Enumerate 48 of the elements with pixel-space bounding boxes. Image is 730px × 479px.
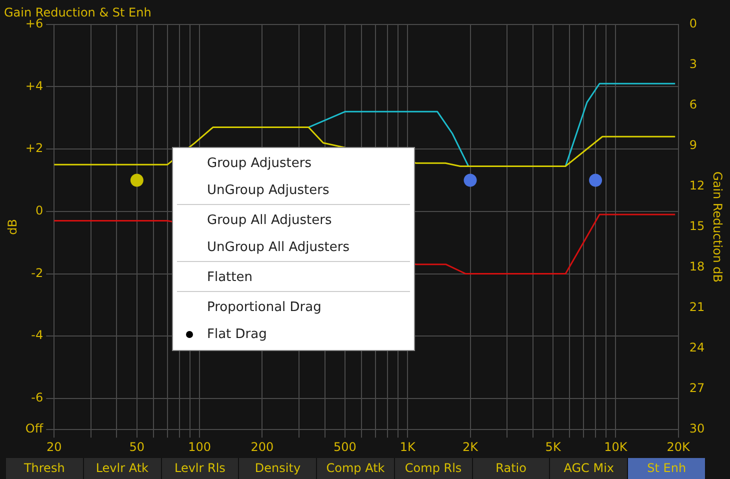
y-tick-label: +4 [25, 78, 44, 93]
annotation: UnGroup All Adjusters [206, 239, 350, 257]
text: Thresh [6, 458, 84, 479]
text: Comp Atk [317, 458, 395, 479]
x-tick-label: 1K [400, 440, 416, 454]
x-tick-label: 2K [462, 440, 480, 454]
y-tick-label: -2 [31, 266, 44, 280]
annotation: Flatten [206, 269, 254, 287]
y2-tick-label: 15 [689, 219, 705, 234]
y-tick-label: +6 [25, 16, 44, 31]
text: Levlr Atk [84, 458, 162, 479]
y2-tick-label: 12 [689, 178, 705, 193]
text: Ratio [472, 458, 550, 479]
y2-tick-label: 0 [689, 16, 697, 31]
text: AGC Mix [550, 458, 628, 479]
y-tick-label: +2 [25, 141, 44, 156]
text: St Enh [628, 458, 706, 479]
y2-tick-label: 24 [689, 340, 705, 355]
y-tick-label: 0 [35, 204, 44, 218]
x-tick-label: 10K [604, 440, 628, 454]
chart-title: Gain Reduction & St Enh [4, 5, 152, 20]
y2-axis-title: Gain Reduction dB [710, 171, 725, 283]
y-tick-label: Off [25, 422, 44, 436]
x-tick-label: 50 [129, 440, 145, 454]
annotation: Flat Drag [206, 326, 268, 344]
y2-tick-label: 30 [689, 422, 705, 436]
x-tick-label: 500 [334, 440, 356, 454]
annotation: Proportional Drag [206, 299, 322, 317]
y2-tick-label: 6 [689, 98, 697, 112]
annotation: UnGroup Adjusters [206, 182, 330, 200]
y2-tick-label: 27 [689, 381, 705, 396]
x-tick-label: 20 [46, 440, 62, 454]
y-tick-label: -4 [31, 328, 44, 342]
x-tick-label: 5K [545, 440, 562, 454]
y-tick-label: -6 [31, 390, 44, 405]
text: Levlr Rls [162, 458, 240, 479]
x-tick-label: 100 [188, 440, 211, 454]
y2-tick-label: 21 [689, 300, 705, 314]
x-tick-label: 20K [666, 440, 692, 454]
annotation: Group Adjusters [206, 155, 312, 173]
y2-tick-label: 9 [689, 138, 697, 152]
y2-tick-label: 18 [689, 260, 705, 274]
x-tick-label: 200 [250, 440, 274, 454]
text: Comp Rls [394, 458, 473, 479]
annotation: Group All Adjusters [206, 212, 333, 230]
y2-tick-label: 3 [689, 57, 697, 72]
text: Density [239, 458, 318, 479]
y-axis-title: dB [5, 219, 20, 235]
